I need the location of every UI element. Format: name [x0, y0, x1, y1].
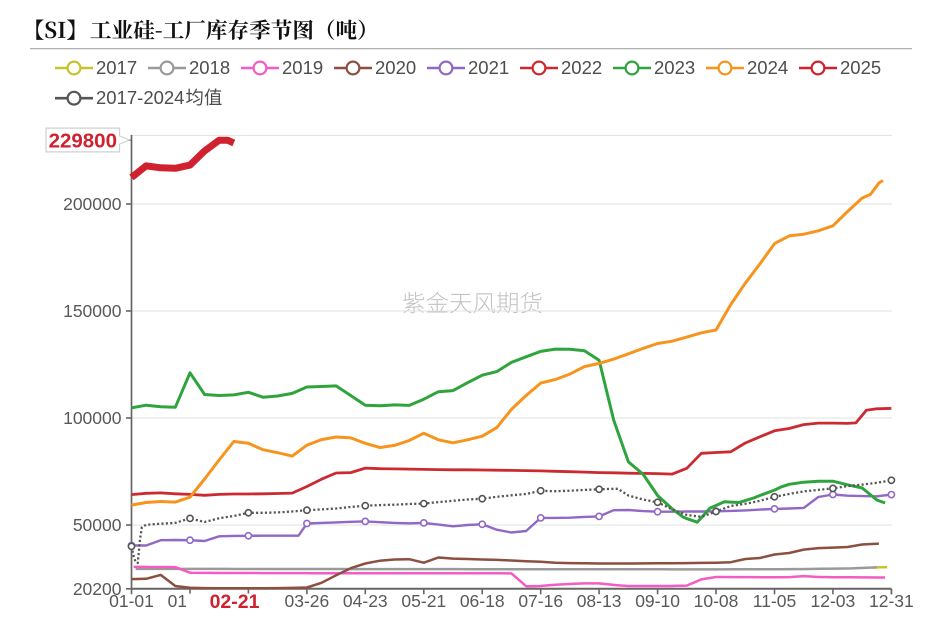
- svg-text:12-03: 12-03: [811, 591, 856, 611]
- svg-text:06-18: 06-18: [460, 591, 505, 611]
- svg-text:04-23: 04-23: [343, 591, 388, 611]
- svg-text:05-21: 05-21: [401, 591, 446, 611]
- svg-text:09-10: 09-10: [635, 591, 680, 611]
- svg-text:20200: 20200: [73, 579, 122, 599]
- svg-text:150000: 150000: [63, 301, 122, 321]
- svg-text:12-31: 12-31: [869, 591, 914, 611]
- svg-text:2019: 2019: [282, 57, 323, 78]
- svg-text:11-05: 11-05: [753, 591, 796, 611]
- svg-text:2020: 2020: [375, 57, 416, 78]
- svg-text:02-21: 02-21: [210, 591, 260, 613]
- svg-text:2024: 2024: [747, 57, 788, 78]
- svg-text:2017-2024: 2017-2024: [96, 87, 184, 108]
- svg-text:2018: 2018: [189, 57, 230, 78]
- svg-text:2022: 2022: [561, 57, 602, 78]
- svg-text:03-26: 03-26: [285, 591, 330, 611]
- svg-text:01-01: 01-01: [109, 591, 154, 611]
- svg-text:2021: 2021: [468, 57, 509, 78]
- svg-text:08-13: 08-13: [577, 591, 622, 611]
- svg-text:10-08: 10-08: [694, 591, 739, 611]
- svg-text:229800: 229800: [49, 129, 117, 152]
- svg-text:200000: 200000: [63, 194, 122, 214]
- svg-text:07-16: 07-16: [518, 591, 563, 611]
- svg-text:50000: 50000: [73, 515, 122, 535]
- svg-text:100000: 100000: [63, 408, 122, 428]
- svg-text:2023: 2023: [654, 57, 695, 78]
- svg-text:2017: 2017: [96, 57, 137, 78]
- svg-text:2025: 2025: [840, 57, 881, 78]
